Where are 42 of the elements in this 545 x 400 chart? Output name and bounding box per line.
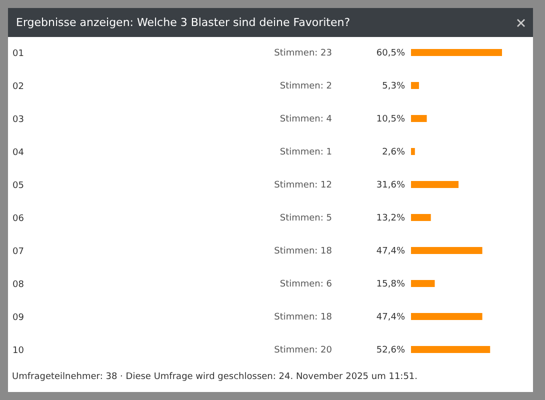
bar: [411, 247, 482, 254]
bar: [411, 49, 502, 56]
y-tick-label: 08: [12, 280, 24, 290]
data-label: 13,2%: [376, 214, 406, 224]
data-label: 31,6%: [376, 180, 406, 190]
bar: [411, 214, 431, 221]
text: Stimmen: 5: [280, 214, 332, 224]
text: Stimmen: 20: [274, 346, 332, 356]
y-tick-label: 10: [12, 346, 24, 356]
text: Stimmen: 18: [274, 312, 332, 322]
text: Stimmen: 4: [280, 114, 332, 124]
y-tick-label: 09: [12, 313, 24, 323]
data-label: 10,5%: [376, 114, 406, 124]
text: Stimmen: 1: [280, 148, 332, 158]
text: Stimmen: 18: [274, 246, 332, 256]
data-label: 15,8%: [376, 280, 406, 290]
bar: [411, 82, 419, 89]
y-tick-label: 05: [12, 181, 24, 191]
data-label: 47,4%: [376, 312, 406, 322]
text: Stimmen: 6: [280, 280, 332, 290]
text: Stimmen: 23: [274, 48, 332, 58]
y-tick-label: 01: [12, 49, 24, 59]
data-label: 60,5%: [376, 48, 406, 58]
text: Umfrageteilnehmer: 38 · Diese Umfrage wird geschlossen: 24. November 2025 um 11:51.: [11, 371, 419, 384]
y-tick-label: 07: [12, 247, 24, 257]
bar: [411, 181, 459, 188]
y-tick-label: 06: [12, 214, 24, 224]
bar: [411, 280, 435, 287]
text: Stimmen: 12: [274, 180, 332, 190]
y-tick-label: 03: [12, 115, 24, 125]
data-label: 2,6%: [382, 148, 406, 158]
bar: [411, 148, 415, 155]
data-label: 47,4%: [376, 246, 406, 256]
data-label: 52,6%: [376, 346, 406, 356]
data-label: 5,3%: [382, 82, 406, 92]
y-tick-label: 02: [12, 82, 24, 92]
y-tick-label: 04: [12, 148, 24, 158]
bar: [411, 115, 427, 122]
bar: [411, 313, 482, 320]
bar: [411, 346, 490, 353]
text: Stimmen: 2: [280, 82, 332, 92]
text: Ergebnisse anzeigen: Welche 3 Blaster sind deine Favoriten?: [16, 15, 350, 31]
